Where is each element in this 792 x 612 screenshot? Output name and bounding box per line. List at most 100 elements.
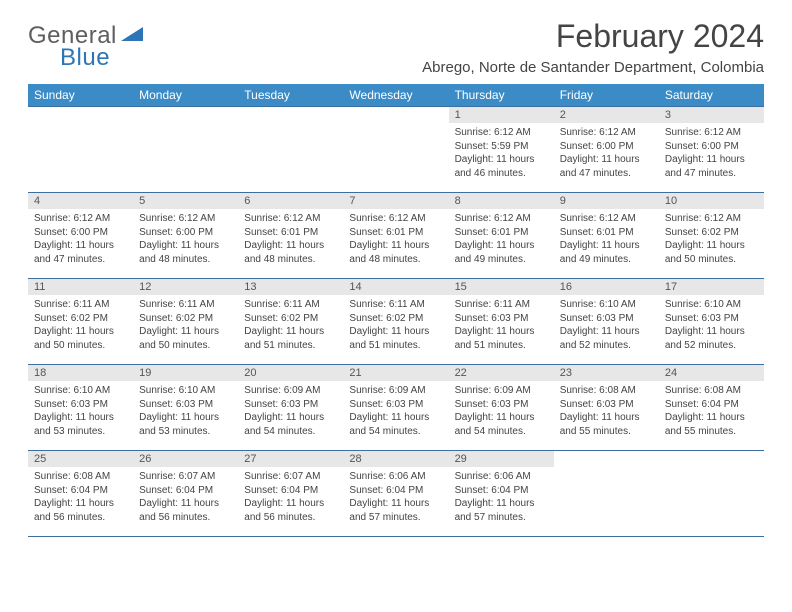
day-number: 24 — [659, 365, 764, 381]
daylight-text: Daylight: 11 hours and 48 minutes. — [244, 239, 337, 266]
calendar-cell: 3Sunrise: 6:12 AMSunset: 6:00 PMDaylight… — [659, 107, 764, 193]
sunrise-text: Sunrise: 6:08 AM — [34, 470, 127, 484]
day-number: 3 — [659, 107, 764, 123]
sunset-text: Sunset: 6:00 PM — [665, 140, 758, 154]
day-details: Sunrise: 6:10 AMSunset: 6:03 PMDaylight:… — [28, 381, 133, 441]
day-header: Saturday — [659, 84, 764, 107]
daylight-text: Daylight: 11 hours and 49 minutes. — [455, 239, 548, 266]
calendar-cell: 20Sunrise: 6:09 AMSunset: 6:03 PMDayligh… — [238, 365, 343, 451]
day-details: Sunrise: 6:08 AMSunset: 6:03 PMDaylight:… — [554, 381, 659, 441]
sunrise-text: Sunrise: 6:10 AM — [560, 298, 653, 312]
calendar-cell: 17Sunrise: 6:10 AMSunset: 6:03 PMDayligh… — [659, 279, 764, 365]
calendar-cell: 9Sunrise: 6:12 AMSunset: 6:01 PMDaylight… — [554, 193, 659, 279]
day-number: 25 — [28, 451, 133, 467]
day-details: Sunrise: 6:09 AMSunset: 6:03 PMDaylight:… — [449, 381, 554, 441]
daylight-text: Daylight: 11 hours and 56 minutes. — [244, 497, 337, 524]
daylight-text: Daylight: 11 hours and 51 minutes. — [244, 325, 337, 352]
calendar-cell: 1Sunrise: 6:12 AMSunset: 5:59 PMDaylight… — [449, 107, 554, 193]
day-number: 4 — [28, 193, 133, 209]
logo-triangle-icon — [121, 25, 147, 48]
sunset-text: Sunset: 6:03 PM — [455, 312, 548, 326]
day-header: Sunday — [28, 84, 133, 107]
day-number: 5 — [133, 193, 238, 209]
sunset-text: Sunset: 6:03 PM — [244, 398, 337, 412]
calendar-cell: 19Sunrise: 6:10 AMSunset: 6:03 PMDayligh… — [133, 365, 238, 451]
sunrise-text: Sunrise: 6:12 AM — [349, 212, 442, 226]
day-details: Sunrise: 6:06 AMSunset: 6:04 PMDaylight:… — [343, 467, 448, 527]
sunrise-text: Sunrise: 6:06 AM — [455, 470, 548, 484]
day-details: Sunrise: 6:12 AMSunset: 6:01 PMDaylight:… — [238, 209, 343, 269]
day-details: Sunrise: 6:11 AMSunset: 6:02 PMDaylight:… — [343, 295, 448, 355]
sunset-text: Sunset: 6:04 PM — [244, 484, 337, 498]
sunset-text: Sunset: 6:04 PM — [34, 484, 127, 498]
sunrise-text: Sunrise: 6:12 AM — [244, 212, 337, 226]
sunset-text: Sunset: 6:03 PM — [34, 398, 127, 412]
day-number: 11 — [28, 279, 133, 295]
sunrise-text: Sunrise: 6:12 AM — [665, 212, 758, 226]
day-number: 2 — [554, 107, 659, 123]
calendar-row: 25Sunrise: 6:08 AMSunset: 6:04 PMDayligh… — [28, 451, 764, 537]
daylight-text: Daylight: 11 hours and 57 minutes. — [349, 497, 442, 524]
day-number: 7 — [343, 193, 448, 209]
daylight-text: Daylight: 11 hours and 57 minutes. — [455, 497, 548, 524]
sunset-text: Sunset: 6:03 PM — [349, 398, 442, 412]
sunrise-text: Sunrise: 6:07 AM — [139, 470, 232, 484]
day-details: Sunrise: 6:11 AMSunset: 6:02 PMDaylight:… — [133, 295, 238, 355]
calendar-cell: 6Sunrise: 6:12 AMSunset: 6:01 PMDaylight… — [238, 193, 343, 279]
day-details: Sunrise: 6:12 AMSunset: 6:01 PMDaylight:… — [343, 209, 448, 269]
day-details: Sunrise: 6:10 AMSunset: 6:03 PMDaylight:… — [133, 381, 238, 441]
calendar-cell: 11Sunrise: 6:11 AMSunset: 6:02 PMDayligh… — [28, 279, 133, 365]
day-number: 17 — [659, 279, 764, 295]
calendar-table: Sunday Monday Tuesday Wednesday Thursday… — [28, 84, 764, 537]
day-number: 21 — [343, 365, 448, 381]
day-number: 16 — [554, 279, 659, 295]
day-details: Sunrise: 6:12 AMSunset: 6:00 PMDaylight:… — [28, 209, 133, 269]
calendar-row: 4Sunrise: 6:12 AMSunset: 6:00 PMDaylight… — [28, 193, 764, 279]
calendar-cell: 23Sunrise: 6:08 AMSunset: 6:03 PMDayligh… — [554, 365, 659, 451]
sunrise-text: Sunrise: 6:08 AM — [665, 384, 758, 398]
day-details: Sunrise: 6:11 AMSunset: 6:02 PMDaylight:… — [238, 295, 343, 355]
daylight-text: Daylight: 11 hours and 55 minutes. — [560, 411, 653, 438]
daylight-text: Daylight: 11 hours and 48 minutes. — [349, 239, 442, 266]
sunset-text: Sunset: 6:03 PM — [455, 398, 548, 412]
calendar-cell: 13Sunrise: 6:11 AMSunset: 6:02 PMDayligh… — [238, 279, 343, 365]
sunrise-text: Sunrise: 6:10 AM — [139, 384, 232, 398]
page-title: February 2024 — [422, 18, 764, 55]
calendar-cell: 14Sunrise: 6:11 AMSunset: 6:02 PMDayligh… — [343, 279, 448, 365]
day-number: 8 — [449, 193, 554, 209]
calendar-cell: 10 Sunrise: 6:12 AMSunset: 6:02 PMDayligh… — [659, 193, 764, 279]
calendar-cell: 12Sunrise: 6:11 AMSunset: 6:02 PMDayligh… — [133, 279, 238, 365]
daylight-text: Daylight: 11 hours and 46 minutes. — [455, 153, 548, 180]
calendar-cell — [554, 451, 659, 537]
calendar-cell: 22Sunrise: 6:09 AMSunset: 6:03 PMDayligh… — [449, 365, 554, 451]
calendar-cell: 25 Sunrise: 6:08 AMSunset: 6:04 PMDayligh… — [28, 451, 133, 537]
calendar-head: Sunday Monday Tuesday Wednesday Thursday… — [28, 84, 764, 107]
sunrise-text: Sunrise: 6:08 AM — [560, 384, 653, 398]
daylight-text: Daylight: 11 hours and 50 minutes. — [139, 325, 232, 352]
logo: General Blue — [28, 18, 147, 72]
sunrise-text: Sunrise: 6:10 AM — [665, 298, 758, 312]
daylight-text: Daylight: 11 hours and 50 minutes. — [665, 239, 758, 266]
daylight-text: Daylight: 11 hours and 56 minutes. — [34, 497, 127, 524]
day-details: Sunrise: 6:12 AMSunset: 5:59 PMDaylight:… — [449, 123, 554, 183]
sunset-text: Sunset: 6:02 PM — [665, 226, 758, 240]
daylight-text: Daylight: 11 hours and 47 minutes. — [34, 239, 127, 266]
calendar-cell: 24Sunrise: 6:08 AMSunset: 6:04 PMDayligh… — [659, 365, 764, 451]
day-number: 27 — [238, 451, 343, 467]
calendar-cell — [238, 107, 343, 193]
calendar-row: 1Sunrise: 6:12 AMSunset: 5:59 PMDaylight… — [28, 107, 764, 193]
day-details: Sunrise: 6:12 AMSunset: 6:00 PMDaylight:… — [133, 209, 238, 269]
sunset-text: Sunset: 6:01 PM — [244, 226, 337, 240]
sunset-text: Sunset: 6:04 PM — [139, 484, 232, 498]
sunrise-text: Sunrise: 6:11 AM — [244, 298, 337, 312]
sunrise-text: Sunrise: 6:09 AM — [455, 384, 548, 398]
day-details: Sunrise: 6:11 AMSunset: 6:03 PMDaylight:… — [449, 295, 554, 355]
sunrise-text: Sunrise: 6:10 AM — [34, 384, 127, 398]
day-number: 13 — [238, 279, 343, 295]
sunset-text: Sunset: 6:02 PM — [349, 312, 442, 326]
day-details: Sunrise: 6:12 AMSunset: 6:01 PMDaylight:… — [449, 209, 554, 269]
calendar-row: 11Sunrise: 6:11 AMSunset: 6:02 PMDayligh… — [28, 279, 764, 365]
day-number: 9 — [554, 193, 659, 209]
day-number: 10 — [659, 193, 764, 209]
day-number: 26 — [133, 451, 238, 467]
